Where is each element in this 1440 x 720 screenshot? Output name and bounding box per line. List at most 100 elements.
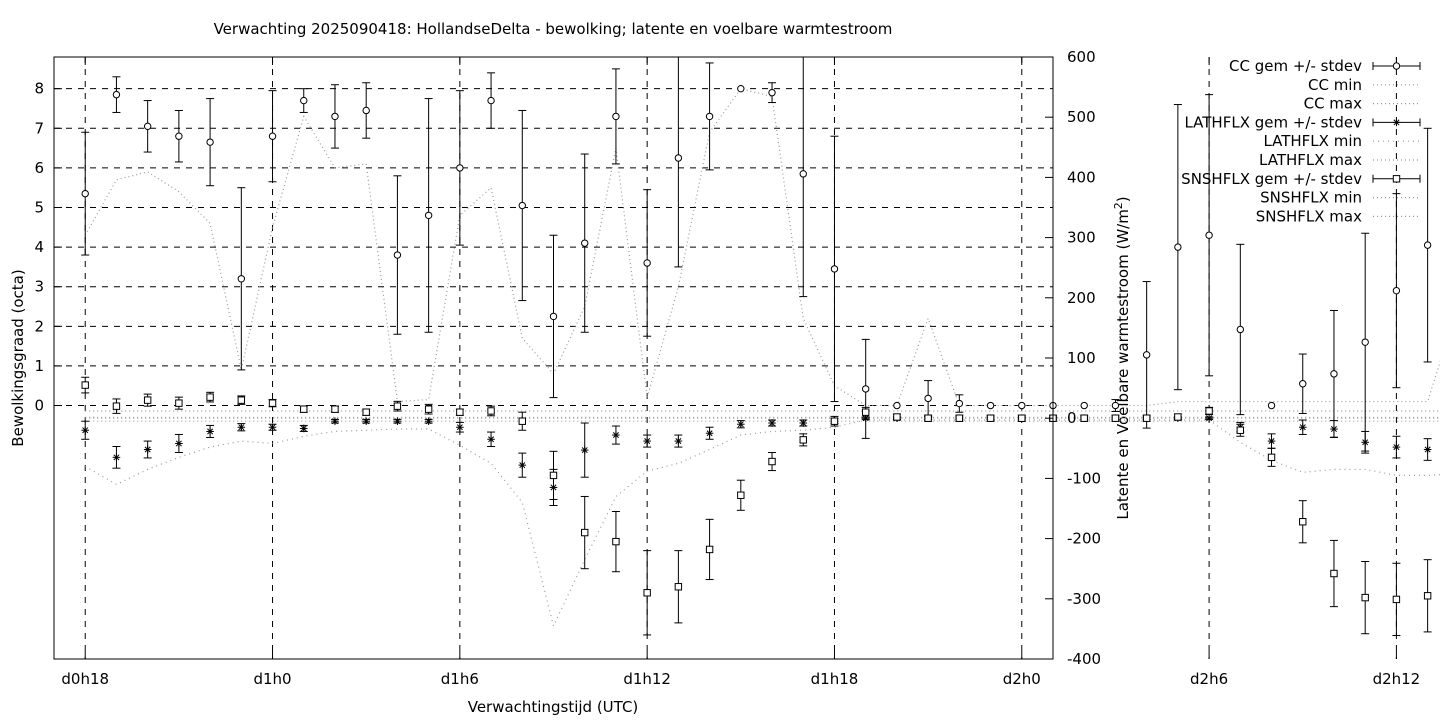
circle-marker xyxy=(268,132,277,140)
circle-marker xyxy=(1111,401,1120,410)
square-marker xyxy=(424,405,433,413)
y2-tick-label: 400 xyxy=(1067,168,1096,186)
star-marker xyxy=(705,429,714,438)
star-marker xyxy=(268,423,277,432)
circle-marker xyxy=(1205,231,1213,239)
circle-marker xyxy=(331,112,339,121)
square-marker xyxy=(1392,595,1401,604)
square-marker xyxy=(206,393,214,401)
square-marker xyxy=(612,537,620,546)
circle-marker xyxy=(581,239,589,247)
star-marker xyxy=(799,419,808,427)
lathflx-mean-series xyxy=(81,414,1432,506)
legend-item: CC max xyxy=(1304,95,1420,113)
y2-tick-label: 100 xyxy=(1067,349,1096,367)
square-marker xyxy=(986,414,995,422)
star-marker xyxy=(424,417,433,426)
square-marker xyxy=(1080,414,1088,422)
y2-label-main: Latente en Voelbare warmtestroom (W/m xyxy=(1114,209,1132,519)
square-marker xyxy=(175,399,183,407)
square-marker xyxy=(268,399,277,407)
star-marker xyxy=(580,446,589,454)
circle-marker xyxy=(1423,241,1432,249)
chart-title: Verwachting 2025090418: HollandseDelta -… xyxy=(214,20,893,38)
circle-marker xyxy=(1299,380,1307,388)
circle-marker xyxy=(799,170,807,178)
square-marker xyxy=(705,545,714,554)
y2-tick-label: 600 xyxy=(1067,48,1096,66)
y2-tick-label: -200 xyxy=(1067,530,1101,548)
legend-label: SNSHFLX max xyxy=(1256,207,1362,225)
circle-marker xyxy=(393,251,402,259)
y2-tick-label: -300 xyxy=(1067,590,1101,608)
legend-label: SNSHFLX gem +/- stdev xyxy=(1181,170,1362,188)
y2-label-superscript: 2 xyxy=(1112,202,1125,209)
circle-marker xyxy=(737,84,745,93)
square-marker xyxy=(737,491,745,499)
circle-marker xyxy=(643,259,651,267)
square-marker xyxy=(300,405,308,413)
circle-marker xyxy=(1392,62,1401,70)
legend-label: LATHFLX max xyxy=(1259,151,1362,169)
x-tick-label: d2h6 xyxy=(1190,670,1228,688)
square-marker xyxy=(924,414,932,422)
square-marker xyxy=(1361,593,1369,602)
y-tick-label: 5 xyxy=(34,199,44,217)
square-marker xyxy=(1423,592,1432,600)
star-marker xyxy=(518,461,527,469)
star-marker xyxy=(331,417,339,426)
y-tick-label: 2 xyxy=(34,317,44,335)
square-marker xyxy=(768,457,776,466)
star-marker xyxy=(1392,118,1401,127)
circle-marker xyxy=(986,401,995,410)
circle-marker xyxy=(1267,401,1276,410)
circle-marker xyxy=(1330,370,1338,378)
star-marker xyxy=(1298,423,1307,432)
circle-marker xyxy=(1392,286,1401,295)
square-marker xyxy=(1174,413,1182,421)
circle-marker xyxy=(112,90,121,99)
y-tick-label: 1 xyxy=(34,357,44,375)
square-marker xyxy=(81,381,89,389)
circle-marker xyxy=(456,164,464,172)
y-tick-label: 8 xyxy=(34,80,44,98)
plot-area xyxy=(81,57,1440,637)
star-marker xyxy=(674,437,683,445)
legend-label: SNSHFLX min xyxy=(1260,189,1362,207)
square-marker xyxy=(581,528,589,537)
star-marker xyxy=(643,437,651,445)
legend-item: LATHFLX min xyxy=(1263,132,1420,150)
square-marker xyxy=(674,583,683,591)
star-marker xyxy=(175,439,183,448)
legend-item: SNSHFLX min xyxy=(1260,189,1420,207)
lathflx-min-line xyxy=(84,419,1440,628)
x-tick-label: d2h0 xyxy=(1003,670,1041,688)
y2-tick-label: -100 xyxy=(1067,469,1101,487)
star-marker xyxy=(362,417,370,426)
circle-marker xyxy=(362,106,370,115)
legend-label: CC min xyxy=(1308,76,1362,94)
star-marker xyxy=(81,426,90,435)
star-marker xyxy=(206,427,214,436)
star-marker xyxy=(112,453,121,462)
square-marker xyxy=(955,414,964,422)
circle-marker xyxy=(81,189,89,198)
square-marker xyxy=(1236,426,1245,434)
circle-marker xyxy=(830,265,839,273)
y2-tick-label: 200 xyxy=(1067,289,1096,307)
circle-marker xyxy=(237,275,246,283)
star-marker xyxy=(737,420,745,429)
star-marker xyxy=(299,424,308,433)
square-marker xyxy=(1330,569,1338,578)
legend-label: LATHFLX min xyxy=(1263,132,1362,150)
legend-item: LATHFLX gem +/- stdev xyxy=(1184,113,1421,131)
axes: 0 1 2 3 4 5 6 7 8 d0h18 d1h0 d1h6 d1h12 d1h18 d2h0 d2h6… xyxy=(34,48,1420,688)
y2-axis-label: Latente en Voelbare warmtestroom (W/m2) xyxy=(1112,196,1132,519)
square-marker xyxy=(799,436,807,444)
snshflx-mean-series xyxy=(81,376,1432,637)
y2-label-end: ) xyxy=(1114,196,1132,202)
square-marker xyxy=(1299,518,1307,526)
x-tick-label: d1h6 xyxy=(441,670,479,688)
